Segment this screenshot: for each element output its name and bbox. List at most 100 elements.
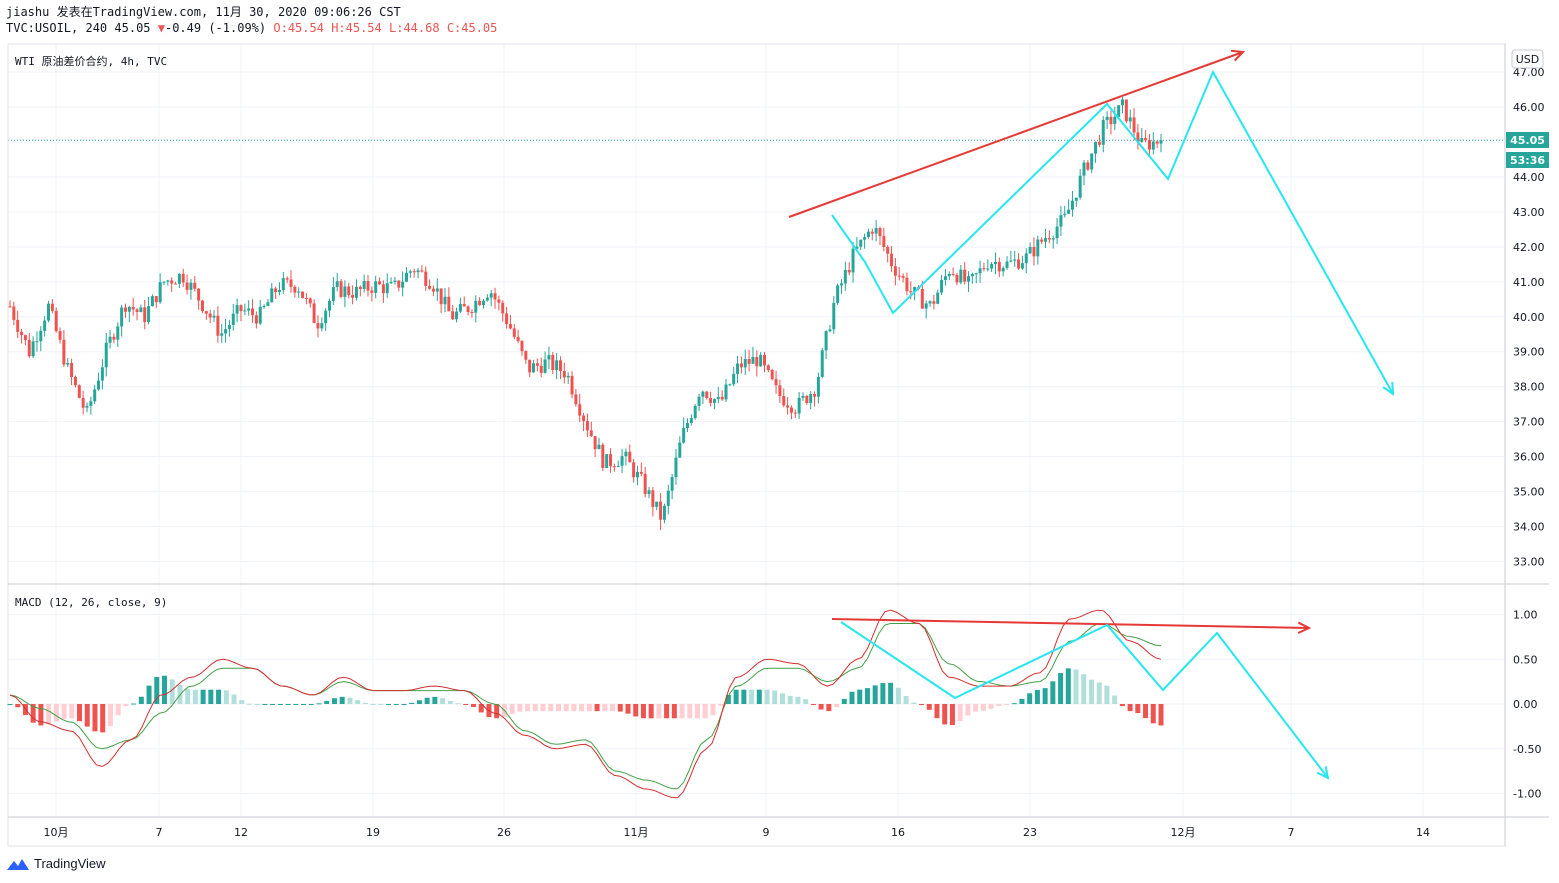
histogram-bar: [424, 697, 430, 704]
histogram-bar: [772, 690, 778, 704]
candle-body: [66, 362, 70, 365]
candle-body: [374, 281, 378, 293]
candle-body: [682, 427, 686, 443]
candle-body: [31, 341, 35, 357]
candle-body: [570, 375, 574, 395]
histogram-bar: [957, 704, 963, 722]
histogram-bar: [7, 704, 13, 705]
candle-body: [16, 319, 20, 332]
candle-body: [143, 307, 147, 323]
histogram-bar: [1065, 668, 1071, 704]
candle-body: [539, 365, 543, 373]
price-pane[interactable]: [8, 96, 1163, 531]
histogram-bar: [362, 702, 368, 704]
y-tick-label: 42.00: [1513, 241, 1545, 254]
histogram-bar: [756, 689, 762, 704]
candle-body: [1047, 238, 1051, 240]
candle-body: [967, 276, 971, 282]
histogram-bar: [1081, 674, 1087, 704]
candle-body: [782, 396, 786, 406]
price-badge: 45.05: [1506, 132, 1549, 148]
candle-body: [909, 291, 913, 293]
candle-body: [743, 359, 747, 368]
histogram-bar: [872, 685, 878, 704]
candle-body: [809, 393, 813, 403]
histogram-bar: [841, 698, 847, 704]
x-tick-label: 19: [366, 826, 380, 839]
candle-body: [524, 351, 528, 360]
symbol-name: TVC:USOIL, 240: [6, 21, 108, 35]
candle-body: [566, 375, 570, 378]
histogram-bar: [926, 704, 932, 710]
candle-body: [778, 385, 782, 397]
histogram-bar: [1088, 679, 1094, 704]
y-tick-label: 35.00: [1513, 486, 1545, 499]
candle-body: [77, 385, 81, 398]
x-tick-label: 26: [497, 826, 511, 839]
candle-body: [385, 283, 389, 294]
candle-body: [786, 405, 790, 408]
histogram-bar: [942, 704, 948, 725]
candle-body: [451, 311, 455, 320]
histogram-bar: [764, 689, 770, 704]
histogram-bar: [980, 704, 986, 711]
candle-body: [701, 391, 705, 397]
candle-body: [258, 306, 262, 324]
annotation-drawings[interactable]: [788, 49, 1395, 780]
candle-body: [1009, 260, 1013, 262]
candle-body: [324, 310, 328, 324]
tradingview-logo[interactable]: TradingView: [6, 856, 106, 871]
candle-body: [150, 296, 154, 307]
y-tick-label: 46.00: [1513, 101, 1545, 114]
candle-body: [639, 471, 643, 474]
candle-body: [1055, 226, 1059, 239]
candle-body: [736, 363, 740, 374]
candle-body: [431, 288, 435, 292]
candle-body: [1059, 215, 1063, 227]
candle-body: [1124, 99, 1128, 122]
histogram-bar: [393, 704, 399, 705]
candle-body: [1051, 238, 1055, 240]
histogram-bar: [1004, 704, 1010, 705]
histogram-bar: [146, 685, 152, 704]
candle-body: [274, 288, 278, 293]
candle-body: [1155, 141, 1159, 144]
histogram-bar: [795, 696, 801, 704]
candle-body: [905, 277, 909, 292]
histogram-bar: [208, 689, 214, 704]
candle-body: [1082, 162, 1086, 176]
candle-body: [73, 376, 77, 386]
x-tick-label: 16: [891, 826, 905, 839]
histogram-bar: [455, 703, 461, 705]
candle-body: [878, 228, 882, 237]
histogram-bar: [555, 704, 561, 712]
currency-button[interactable]: USD: [1511, 49, 1544, 69]
candle-body: [89, 401, 93, 406]
candle-body: [370, 290, 374, 293]
histogram-bar: [1011, 703, 1017, 705]
candle-body: [870, 231, 874, 234]
candle-body: [585, 421, 589, 431]
candle-body: [212, 315, 216, 318]
price-trend-arrow-head: [1230, 49, 1246, 62]
candle-body: [674, 457, 678, 478]
candle-body: [789, 407, 793, 413]
candle-body: [728, 384, 732, 386]
candle-body: [1032, 247, 1036, 257]
candle-body: [181, 273, 185, 283]
histogram-bar: [1127, 704, 1133, 712]
macd-pane[interactable]: [7, 609, 1164, 799]
candle-body: [200, 300, 204, 312]
histogram-bar: [1158, 704, 1164, 726]
histogram-bar: [579, 704, 585, 712]
candle-body: [951, 273, 955, 275]
main-pane-title: WTI 原油差价合约, 4h, TVC: [15, 54, 167, 68]
candle-body: [816, 376, 820, 397]
histogram-bar: [540, 704, 546, 712]
candle-body: [901, 275, 905, 278]
candle-body: [397, 280, 401, 288]
price-projection-arrow-line: [831, 69, 1394, 395]
candle-body: [1017, 259, 1021, 269]
open-value: O:45.54: [273, 21, 324, 35]
